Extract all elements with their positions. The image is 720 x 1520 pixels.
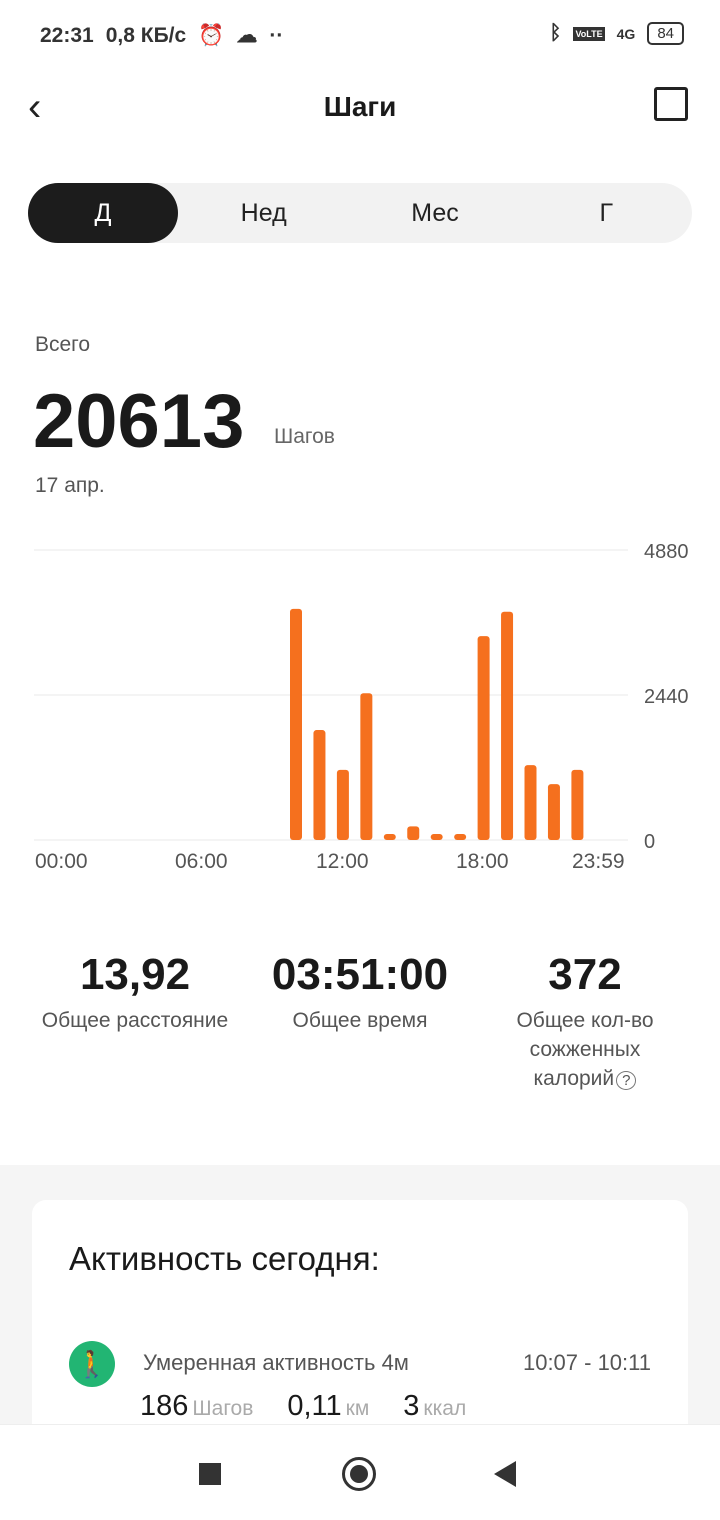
alarm-icon: ⏰ <box>198 23 225 47</box>
total-steps: 20613 <box>33 379 245 464</box>
bar <box>524 765 537 840</box>
total-label: Всего <box>35 333 91 356</box>
x-tick-label: 23:59 <box>572 850 625 873</box>
bar <box>501 611 514 840</box>
x-tick-label: 18:00 <box>456 850 509 873</box>
date-label: 17 апр. <box>35 474 105 497</box>
header: ‹ Шаги <box>0 75 720 135</box>
stat-calories: 372 Общее кол-во сожженных калорий? <box>516 950 654 1090</box>
bar <box>454 834 467 840</box>
recents-button[interactable] <box>199 1463 221 1485</box>
clock: 22:31 <box>40 23 94 47</box>
home-button[interactable] <box>342 1457 376 1491</box>
y-tick-label: 0 <box>644 831 655 853</box>
volte-icon: VoLTE <box>573 26 605 41</box>
stat-distance: 13,92 Общее расстояние <box>41 950 229 1032</box>
steps-chart: 4880 2440 0 00:00 06:00 12:00 18:00 23:59 <box>34 541 689 873</box>
back-button[interactable] <box>494 1461 516 1487</box>
share-icon[interactable] <box>654 87 688 121</box>
bar <box>290 608 302 840</box>
x-tick-label: 06:00 <box>175 850 228 873</box>
tab-month[interactable]: Мес <box>411 199 459 227</box>
bluetooth-icon: ᛒ <box>549 22 562 44</box>
dots-icon: ·· <box>269 23 284 47</box>
cloud-icon: ☁ <box>236 24 258 47</box>
bar <box>383 834 396 840</box>
bar <box>336 769 349 840</box>
page-title: Шаги <box>323 91 397 122</box>
walking-icon: 🚶 <box>69 1341 115 1387</box>
activity-name[interactable]: Умеренная активность 4м <box>143 1350 409 1375</box>
activity-title: Активность сегодня: <box>69 1240 380 1277</box>
back-icon[interactable]: ‹ <box>28 85 42 129</box>
nav-bar <box>0 1424 720 1520</box>
bar <box>430 834 443 840</box>
status-bar: 22:31 0,8 КБ/с ⏰ ☁ ·· ᛒ VoLTE 4G 84 <box>0 0 720 70</box>
total-unit: Шагов <box>274 425 335 448</box>
tab-day[interactable]: Д <box>28 183 178 243</box>
bar <box>571 769 584 840</box>
activity-card: Активность сегодня: 🚶 Умеренная активнос… <box>32 1200 688 1440</box>
activity-time: 10:07 - 10:11 <box>522 1350 651 1375</box>
bar <box>477 636 490 840</box>
signal-icon: 4G <box>616 25 636 42</box>
period-tabs: Д Нед Мес Г <box>28 183 692 243</box>
tab-week[interactable]: Нед <box>240 199 287 227</box>
bar <box>407 826 420 840</box>
x-tick-label: 12:00 <box>316 850 369 873</box>
battery-icon: 84 <box>647 22 684 45</box>
tab-year[interactable]: Г <box>599 199 614 227</box>
stat-time: 03:51:00 Общее время <box>271 950 449 1032</box>
x-tick-label: 00:00 <box>35 850 88 873</box>
bar <box>547 784 560 840</box>
bar <box>360 693 373 840</box>
activity-metrics: 186 Шагов 0,11 км 3 ккал <box>140 1390 467 1422</box>
net-speed: 0,8 КБ/с <box>105 23 187 47</box>
y-tick-label: 4880 <box>644 541 689 563</box>
bar <box>313 730 326 840</box>
y-tick-label: 2440 <box>644 686 689 708</box>
help-icon[interactable]: ? <box>616 1071 637 1090</box>
